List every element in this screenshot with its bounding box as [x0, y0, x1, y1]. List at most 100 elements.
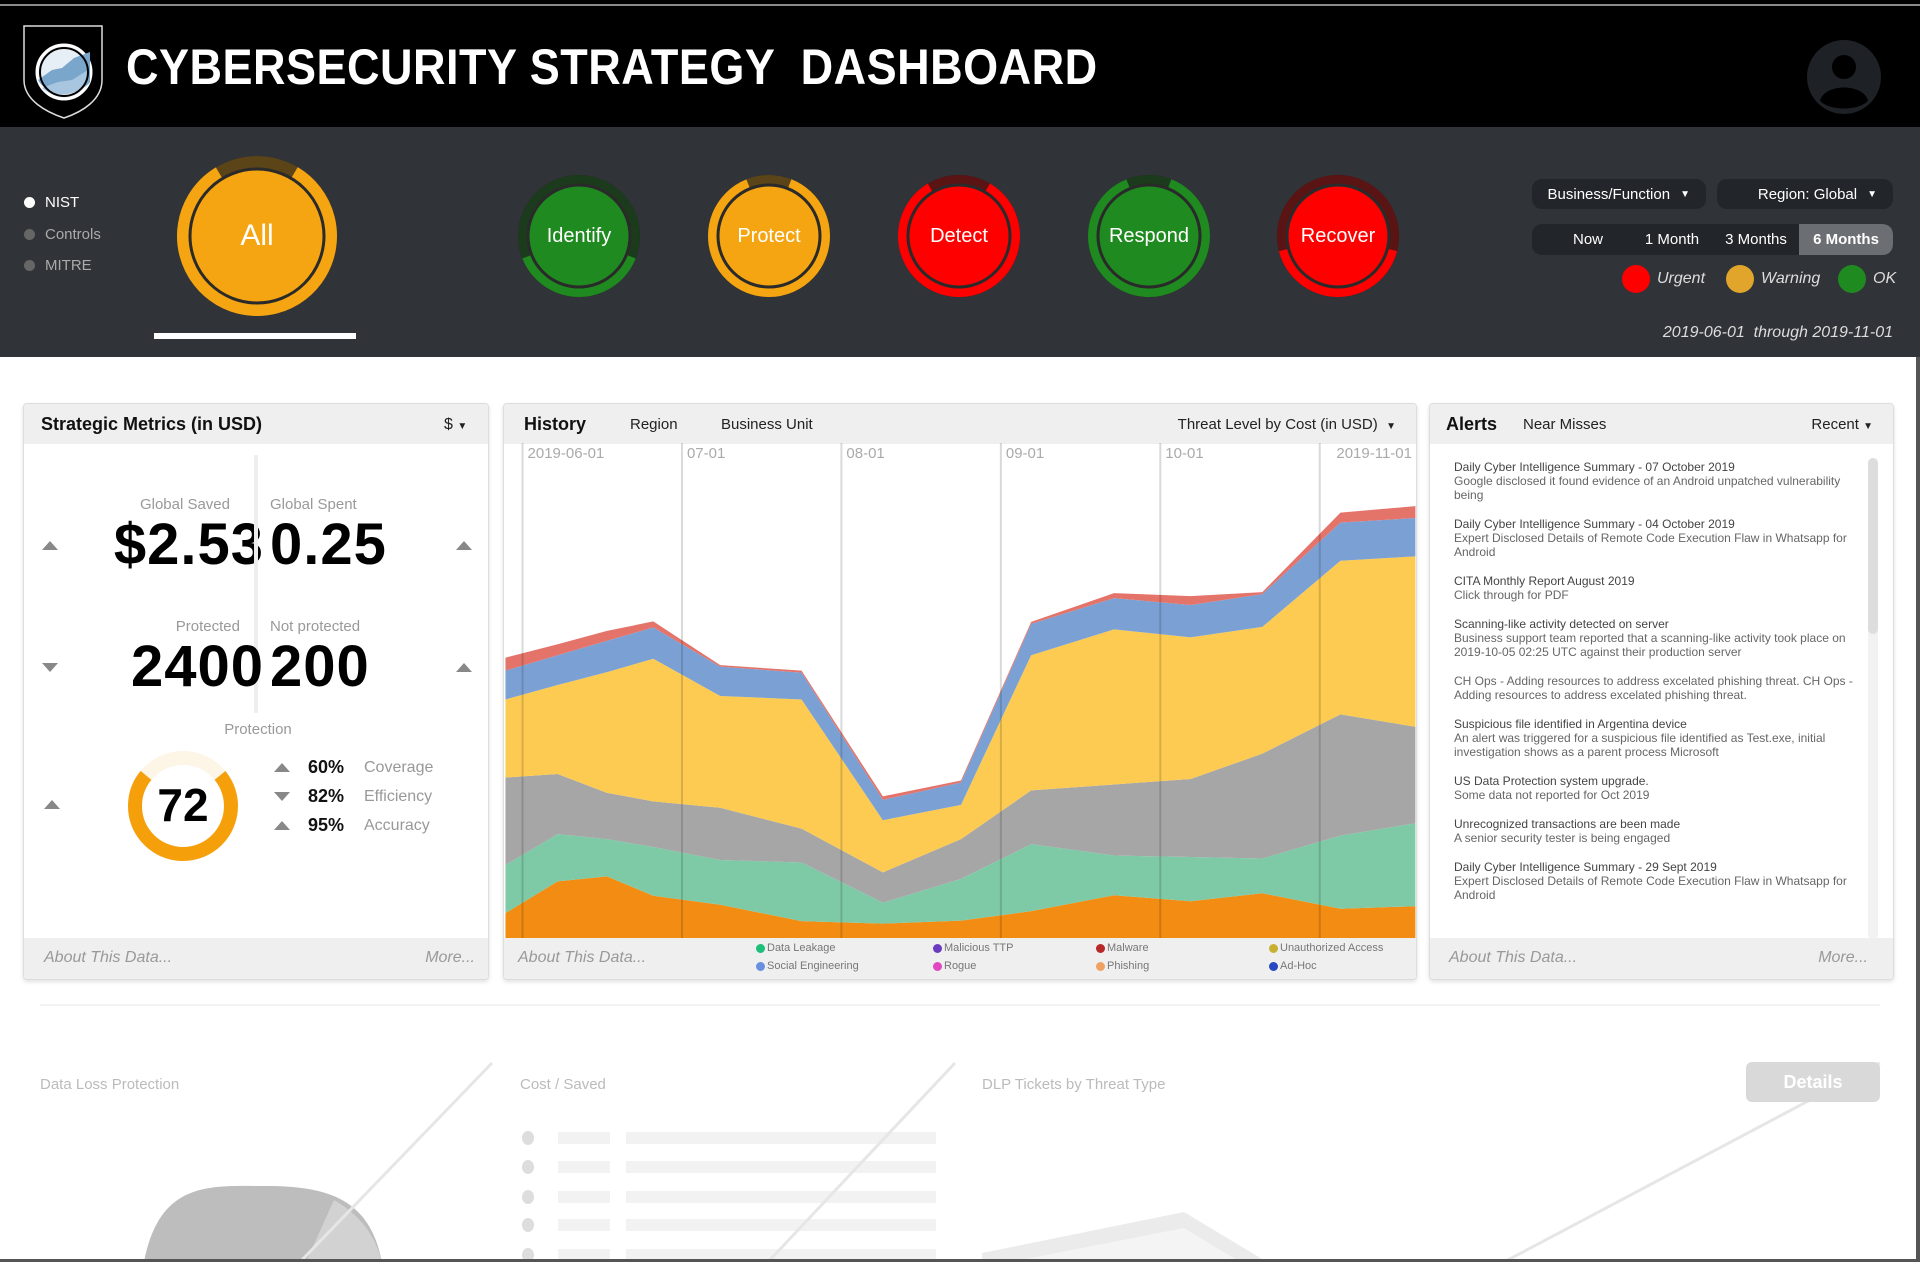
x-tick-label: 2019-06-01 — [527, 445, 605, 462]
currency-label: $ — [444, 416, 453, 433]
dropdown-label: Business/Function — [1547, 185, 1671, 203]
function-identify-button[interactable]: Identify — [517, 174, 641, 298]
legend-dot-icon — [1269, 961, 1278, 971]
alert-item[interactable]: CITA Monthly Report August 2019 Click thr… — [1454, 574, 1866, 602]
alert-description: An alert was triggered for a suspicious … — [1454, 731, 1826, 759]
tab-history[interactable]: History — [524, 414, 587, 434]
tab-alerts[interactable]: Alerts — [1446, 414, 1498, 434]
alert-title: Scanning-like activity detected on serve… — [1454, 617, 1669, 631]
caret-down-icon: ▼ — [457, 421, 468, 432]
alert-item[interactable]: Unrecognized transactions are been made A… — [1454, 817, 1866, 845]
framework-nist[interactable]: NIST — [24, 194, 79, 211]
alert-item[interactable]: Daily Cyber Intelligence Summary - 04 Oc… — [1454, 517, 1866, 559]
more-link[interactable]: More... — [425, 949, 475, 966]
function-detect-button[interactable]: Detect — [897, 174, 1021, 298]
stat-efficiency: 82% Efficiency — [274, 786, 432, 807]
details-button[interactable]: Details — [1746, 1062, 1880, 1102]
global-spent-value: 0.25 — [270, 512, 387, 577]
legend-item[interactable]: Phishing — [1096, 960, 1149, 972]
legend-item[interactable]: Rogue — [933, 960, 976, 972]
panel-footer: About This Data... More... — [24, 938, 488, 979]
trend-up-icon — [44, 800, 60, 809]
dlp-section-title: Data Loss Protection — [40, 1076, 180, 1093]
period-3-months[interactable]: 3 Months — [1725, 231, 1787, 248]
tab-business-unit[interactable]: Business Unit — [721, 416, 813, 433]
legend-label: Social Engineering — [767, 960, 859, 972]
legend-item[interactable]: Social Engineering — [756, 960, 859, 972]
selected-function-indicator — [154, 333, 356, 339]
x-tick-label: 07-01 — [686, 445, 726, 462]
trend-up-icon — [274, 763, 290, 772]
alert-item[interactable]: Daily Cyber Intelligence Summary - 29 Se… — [1454, 860, 1866, 902]
legend-item[interactable]: Unauthorized Access — [1269, 942, 1383, 954]
cost-saved-title: Cost / Saved — [520, 1076, 606, 1093]
legend-label: Rogue — [944, 960, 977, 972]
alert-title: Daily Cyber Intelligence Summary - 04 Oc… — [1454, 517, 1735, 531]
radio-icon — [24, 229, 35, 240]
period-6-months[interactable]: 6 Months — [1799, 224, 1893, 255]
legend-label: OK — [1873, 270, 1897, 287]
region-dropdown[interactable]: Region: Global ▼ — [1717, 179, 1893, 209]
function-protect-button[interactable]: Protect — [707, 174, 831, 298]
framework-controls[interactable]: Controls — [24, 226, 101, 243]
dropdown-label: Region: Global — [1757, 185, 1858, 203]
trend-up-icon — [274, 821, 290, 830]
global-saved-value: $2.53 — [113, 512, 264, 577]
legend-label: Malware — [1107, 942, 1149, 954]
legend-dot-icon — [933, 961, 942, 971]
framework-mitre[interactable]: MITRE — [24, 257, 92, 274]
alert-item[interactable]: Scanning-like activity detected on serve… — [1454, 617, 1866, 659]
dlp-tickets-title: DLP Tickets by Threat Type — [982, 1076, 1166, 1093]
panel-title: Strategic Metrics (in USD) — [41, 414, 263, 434]
protection-value: 72 — [157, 779, 209, 831]
section-divider — [40, 1004, 1880, 1006]
legend-dot-icon — [756, 943, 765, 953]
about-data-link[interactable]: About This Data... — [44, 949, 173, 966]
alert-item[interactable]: Suspicious file identified in Argentina … — [1454, 717, 1866, 759]
business-function-dropdown[interactable]: Business/Function ▼ — [1532, 179, 1706, 209]
alert-item[interactable]: Daily Cyber Intelligence Summary - 07 Oc… — [1454, 460, 1866, 502]
alert-description: A senior security tester is being engage… — [1454, 831, 1671, 845]
tab-near-misses[interactable]: Near Misses — [1523, 416, 1607, 433]
legend-item[interactable]: Ad-Hoc — [1269, 960, 1317, 972]
legend-item[interactable]: Malicious TTP — [933, 942, 1013, 954]
caret-down-icon: ▼ — [1863, 421, 1873, 432]
legend-item[interactable]: Malware — [1096, 942, 1149, 954]
function-respond-button[interactable]: Respond — [1087, 174, 1211, 298]
scrollbar-thumb[interactable] — [1868, 458, 1878, 634]
legend-label: Data Leakage — [767, 942, 836, 954]
alert-item[interactable]: US Data Protection system upgrade. Some d… — [1454, 774, 1866, 802]
scrollbar-track[interactable] — [1868, 458, 1878, 940]
function-label: Identify — [546, 224, 612, 247]
area-social-engineering — [505, 518, 1416, 821]
currency-dropdown[interactable]: $ ▼ — [444, 416, 467, 434]
function-all-button[interactable]: All — [176, 155, 338, 317]
trend-down-icon — [274, 792, 290, 801]
alert-description: Click through for PDF — [1454, 588, 1569, 602]
period-now[interactable]: Now — [1572, 231, 1603, 248]
alert-item[interactable]: CH Ops - Adding resources to address exc… — [1454, 674, 1866, 702]
panel-footer: About This Data... — [504, 938, 1416, 979]
more-link[interactable]: More... — [1818, 949, 1868, 966]
shield-globe-logo-icon — [23, 25, 103, 119]
period-selector: Now 1 Month 3 Months 6 Months — [1532, 224, 1893, 255]
about-data-link[interactable]: About This Data... — [518, 949, 647, 966]
about-data-link[interactable]: About This Data... — [1449, 949, 1578, 966]
measure-dropdown[interactable]: Threat Level by Cost (in USD) ▼ — [1178, 416, 1396, 433]
legend-label: Malicious TTP — [944, 942, 1014, 954]
ring-progress — [898, 175, 1020, 297]
legend-item[interactable]: Data Leakage — [756, 942, 836, 954]
legend-dot-icon — [1096, 943, 1105, 953]
header-top-line — [0, 4, 1920, 6]
global-spent-label: Global Spent — [270, 496, 357, 513]
tab-region[interactable]: Region — [630, 416, 678, 433]
not-protected-value: 200 — [270, 634, 370, 699]
period-1-month[interactable]: 1 Month — [1644, 231, 1700, 248]
user-avatar-icon[interactable] — [1806, 39, 1882, 115]
sort-dropdown[interactable]: Recent ▼ — [1811, 416, 1873, 433]
alert-description: Some data not reported for Oct 2019 — [1454, 788, 1650, 802]
panel-header: History Region Business Unit Threat Leve… — [504, 404, 1416, 444]
function-recover-button[interactable]: Recover — [1276, 174, 1400, 298]
warning-dot-icon — [1726, 265, 1754, 293]
app-header: CYBERSECURITY STRATEGY DASHBOARD — [0, 0, 1920, 127]
